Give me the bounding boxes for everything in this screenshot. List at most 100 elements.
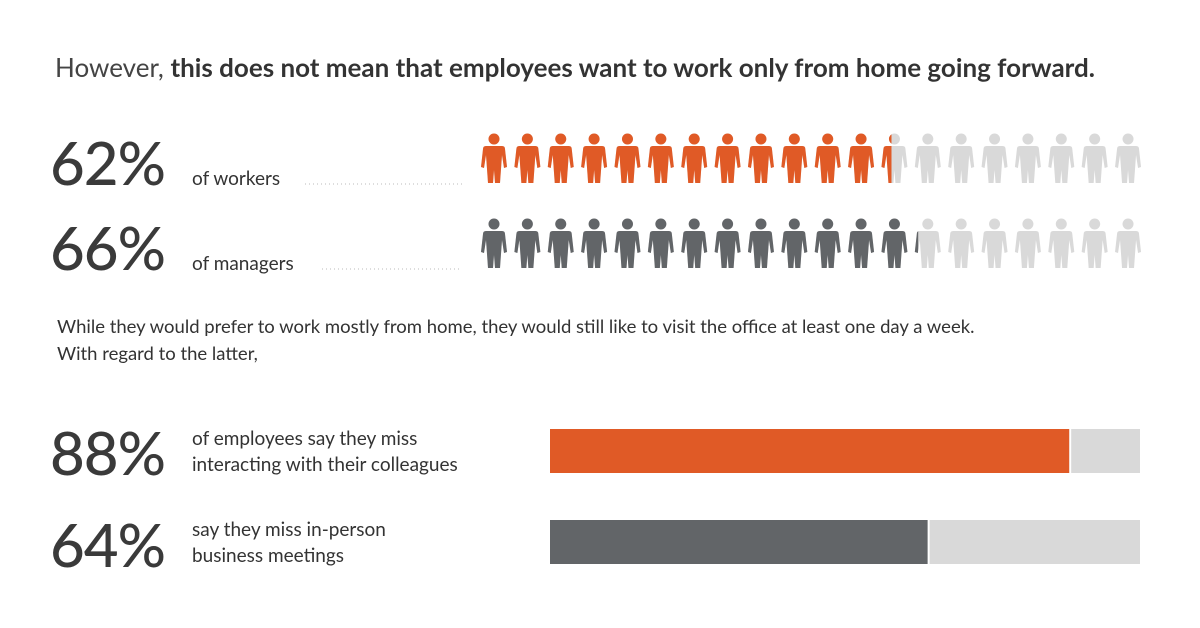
figure-body [848, 146, 875, 183]
figure-body [848, 231, 875, 268]
figure-head [488, 133, 500, 145]
figure-body [781, 231, 808, 268]
figure-head [855, 133, 867, 145]
figure-head [888, 134, 892, 144]
figure-row-background [481, 133, 1142, 183]
figure-head [555, 133, 567, 145]
figure-body [881, 231, 908, 268]
figure-body [1048, 231, 1075, 268]
title-bold: this does not mean that employees want t… [170, 51, 1095, 83]
figure-body [647, 231, 674, 268]
paragraph-line: While they would prefer to work mostly f… [57, 315, 974, 337]
figure-body [781, 146, 808, 183]
stat-label: of managers [192, 252, 294, 275]
figure-body [481, 231, 507, 268]
figure-head [888, 133, 900, 145]
bar [550, 520, 928, 564]
figure-body [514, 231, 541, 268]
figure-head [822, 133, 834, 145]
figure-head [922, 218, 934, 230]
figure-head [1122, 133, 1134, 145]
figure-body [948, 146, 975, 183]
figure-body [747, 231, 774, 268]
figure-head [688, 218, 700, 230]
figure-body [1115, 146, 1142, 183]
figure-body [1115, 231, 1142, 268]
figure-head [788, 133, 800, 145]
figure-head [688, 133, 700, 145]
stat-value: 88% [50, 416, 165, 488]
stat-value: 62% [50, 126, 165, 198]
figure-head [1089, 133, 1101, 145]
figure-body [948, 231, 975, 268]
stat-label: of employees say they miss [192, 427, 417, 450]
figure-body [1014, 146, 1041, 183]
figure-body [881, 146, 892, 183]
figure-body [914, 231, 919, 253]
figure-head [488, 218, 500, 230]
figure-body [547, 231, 574, 268]
figure-body [581, 146, 608, 183]
figure-body [681, 146, 708, 183]
figure-body [647, 146, 674, 183]
figure-body [914, 146, 941, 183]
stat-value: 66% [50, 211, 165, 283]
stat-label: business meetings [192, 544, 344, 567]
figure-head [588, 218, 600, 230]
paragraph-line: With regard to the latter, [57, 342, 258, 364]
figure-body [814, 231, 841, 268]
bar [550, 429, 1070, 473]
figure-head [555, 218, 567, 230]
figure-body [714, 146, 741, 183]
figure-head [588, 133, 600, 145]
figure-head [888, 218, 900, 230]
figure-body [814, 146, 841, 183]
figure-head [955, 133, 967, 145]
figure-head [855, 218, 867, 230]
stat-label: interacting with their colleagues [192, 453, 458, 476]
figure-head [621, 218, 633, 230]
figure-body [981, 231, 1008, 268]
stat-label: say they miss in-person [192, 518, 386, 541]
figure-head [655, 133, 667, 145]
figure-body [481, 146, 507, 183]
figure-head [1022, 218, 1034, 230]
figure-head [1122, 218, 1134, 230]
figure-head [989, 133, 1001, 145]
figure-row-background [481, 218, 1142, 268]
figure-body [614, 146, 641, 183]
figure-body [714, 231, 741, 268]
figure-head [922, 133, 934, 145]
figure-body [1048, 146, 1075, 183]
figure-head [1022, 133, 1034, 145]
figure-body [914, 231, 941, 268]
figure-head [1089, 218, 1101, 230]
figure-row-filled [481, 133, 892, 183]
figure-body [614, 231, 641, 268]
figure-head [722, 133, 734, 145]
figure-body [581, 231, 608, 268]
figure-head [989, 218, 1001, 230]
figure-row-filled [481, 218, 919, 268]
figure-body [514, 146, 541, 183]
title-plain: However, [55, 51, 164, 83]
figure-body [681, 231, 708, 268]
bar-gap [1069, 429, 1072, 473]
figure-head [755, 218, 767, 230]
bar-gap [927, 520, 930, 564]
figure-head [755, 133, 767, 145]
figure-head [788, 218, 800, 230]
figure-body [981, 146, 1008, 183]
figure-head [521, 218, 533, 230]
figure-body [1081, 231, 1108, 268]
figure-body [1081, 146, 1108, 183]
figure-head [1055, 133, 1067, 145]
figure-head [822, 218, 834, 230]
figure-head [1055, 218, 1067, 230]
figure-head [655, 218, 667, 230]
title: However, this does not mean that employe… [55, 51, 1095, 83]
figure-head [521, 133, 533, 145]
figure-head [722, 218, 734, 230]
figure-head [621, 133, 633, 145]
